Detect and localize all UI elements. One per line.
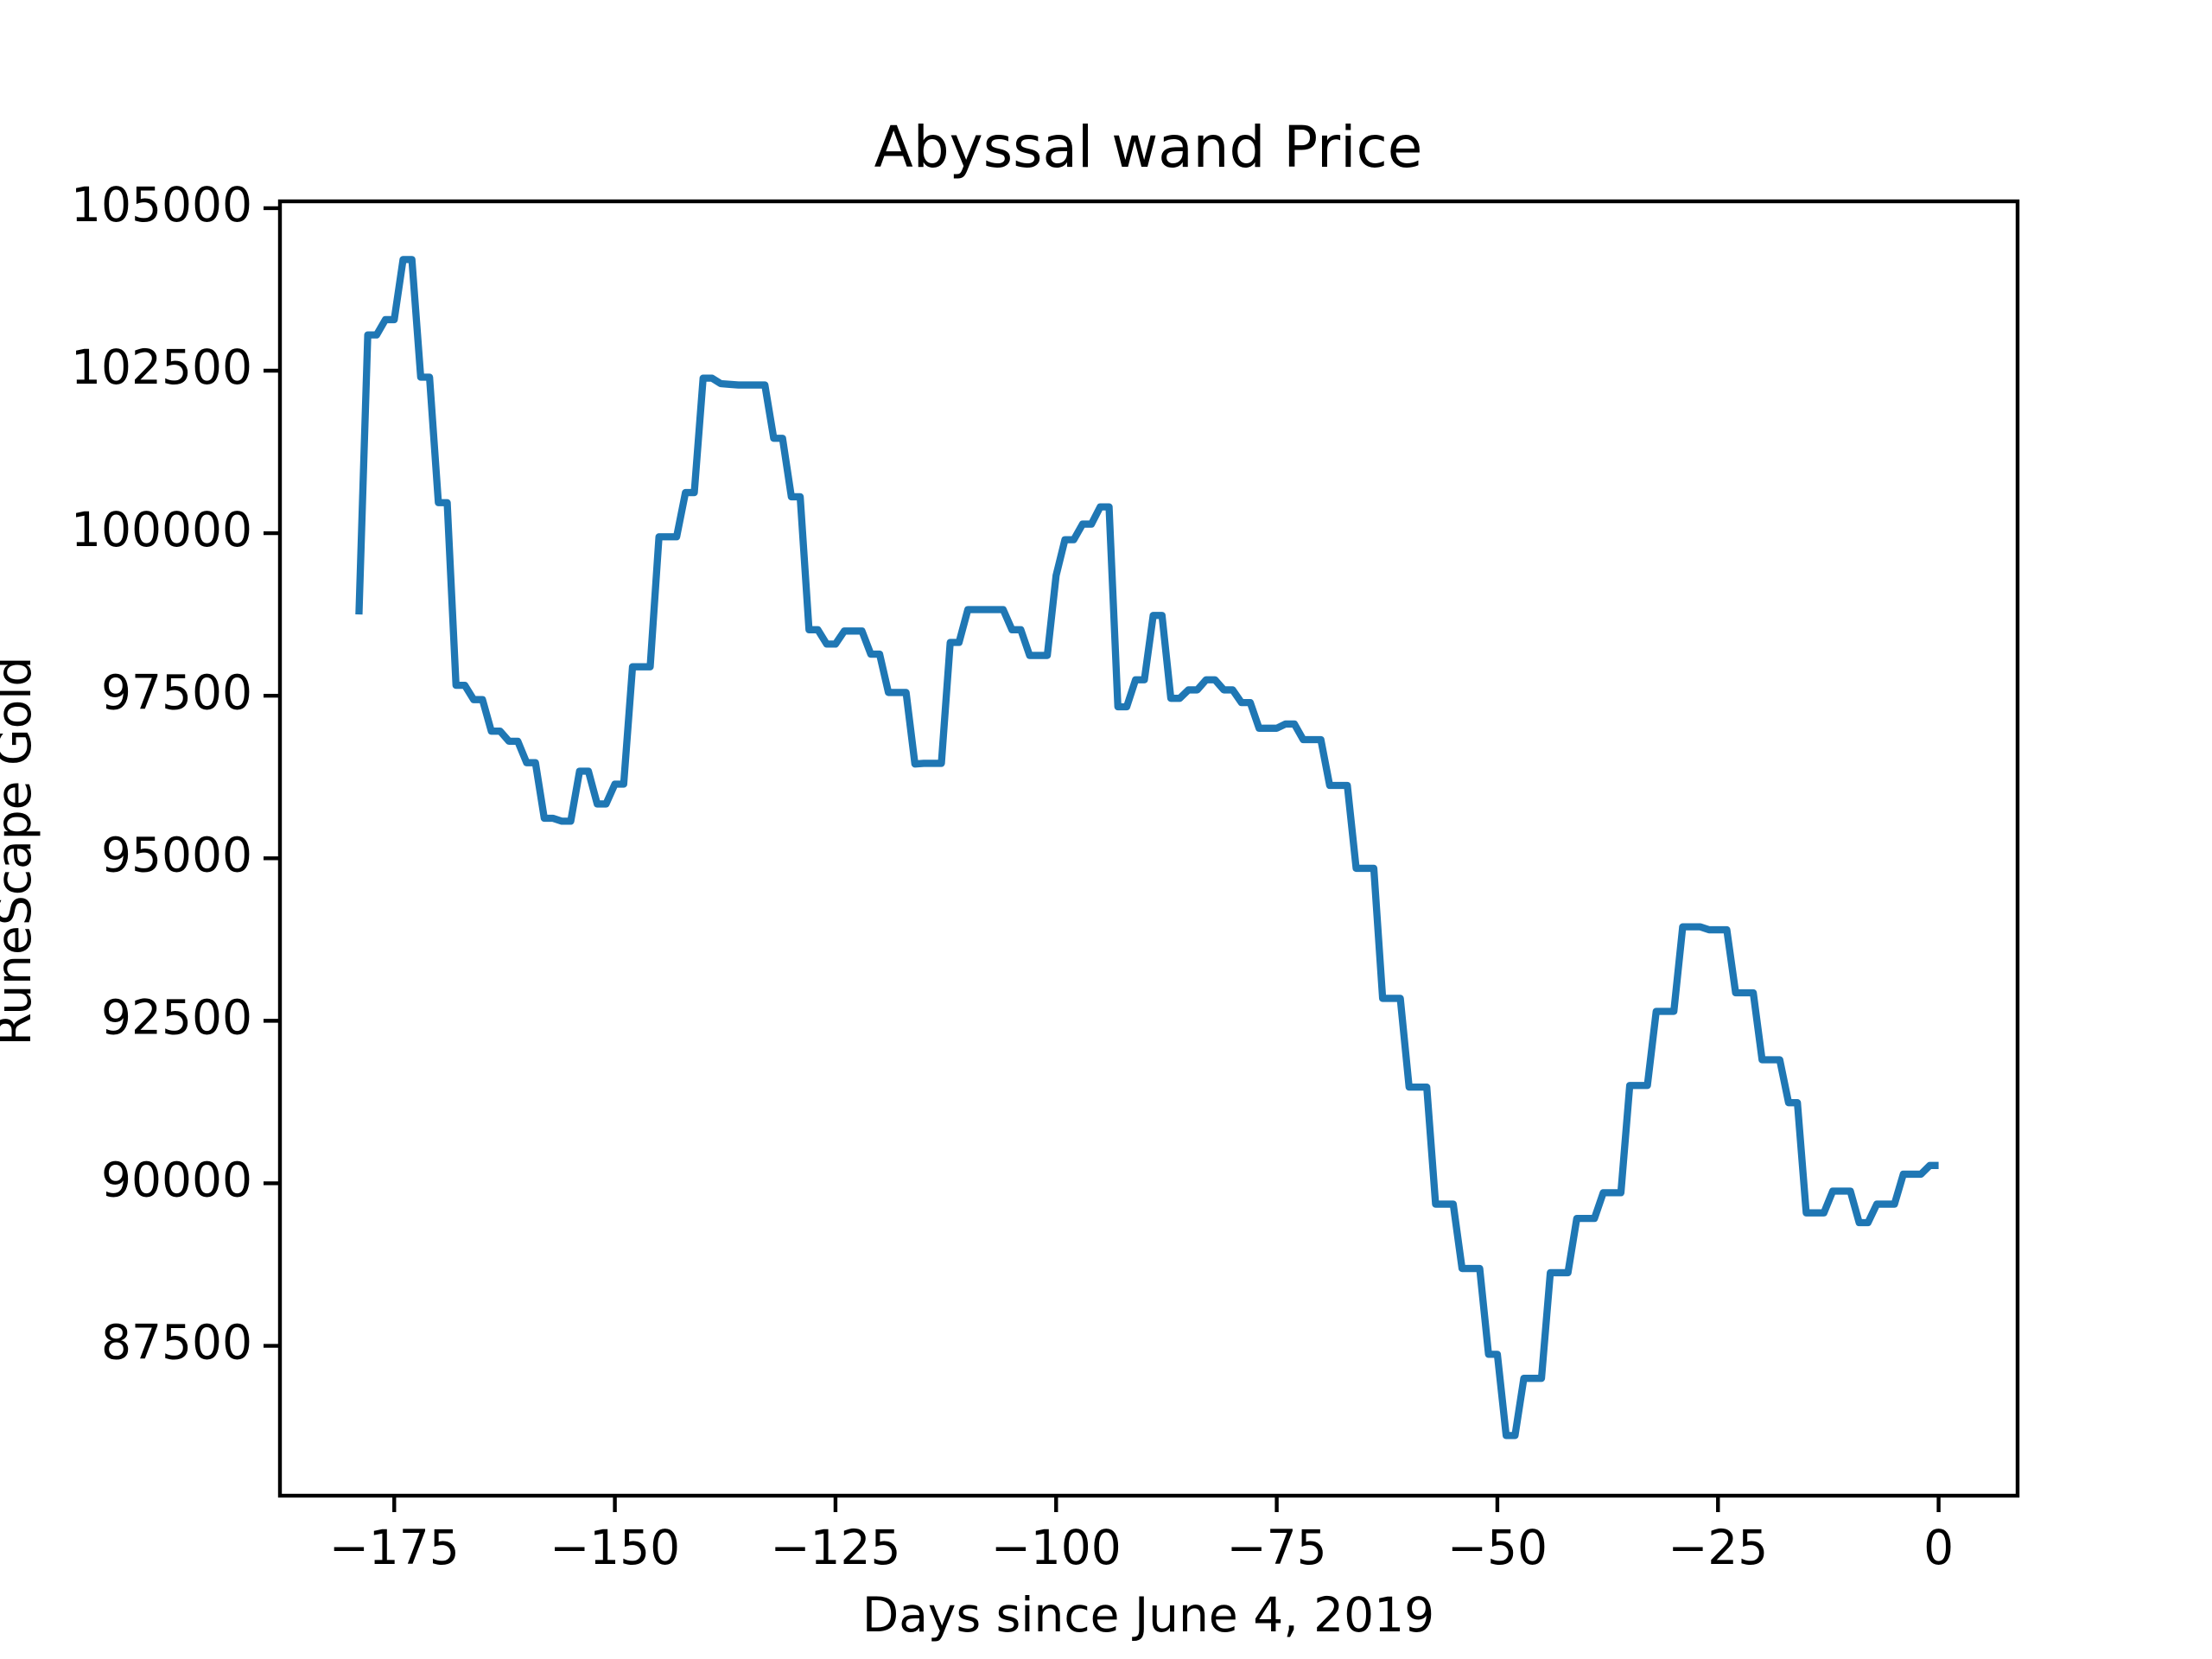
y-tick-label: 87500 [101, 1315, 252, 1370]
x-tick-label: −100 [991, 1520, 1122, 1575]
x-tick-label: −50 [1447, 1520, 1548, 1575]
x-axis-label: Days since June 4, 2019 [862, 1587, 1434, 1643]
y-tick-label: 90000 [101, 1153, 252, 1208]
x-tick-label: −75 [1227, 1520, 1327, 1575]
y-tick-label: 95000 [101, 827, 252, 882]
x-tick-label: −25 [1668, 1520, 1768, 1575]
y-tick-label: 97500 [101, 664, 252, 720]
x-tick-label: −175 [329, 1520, 460, 1575]
x-tick-label: −150 [550, 1520, 680, 1575]
line-series [355, 256, 1939, 1440]
plot-frame [277, 199, 2020, 1498]
x-tick-label: 0 [1923, 1520, 1954, 1575]
y-tick-label: 105000 [71, 177, 252, 232]
y-tick-label: 92500 [101, 990, 252, 1046]
y-axis-label: RuneScape Gold [0, 657, 41, 1046]
y-tick-label: 102500 [71, 340, 252, 395]
x-tick-label: −125 [770, 1520, 900, 1575]
chart-title: Abyssal wand Price [874, 114, 1423, 181]
y-tick-label: 100000 [71, 502, 252, 557]
